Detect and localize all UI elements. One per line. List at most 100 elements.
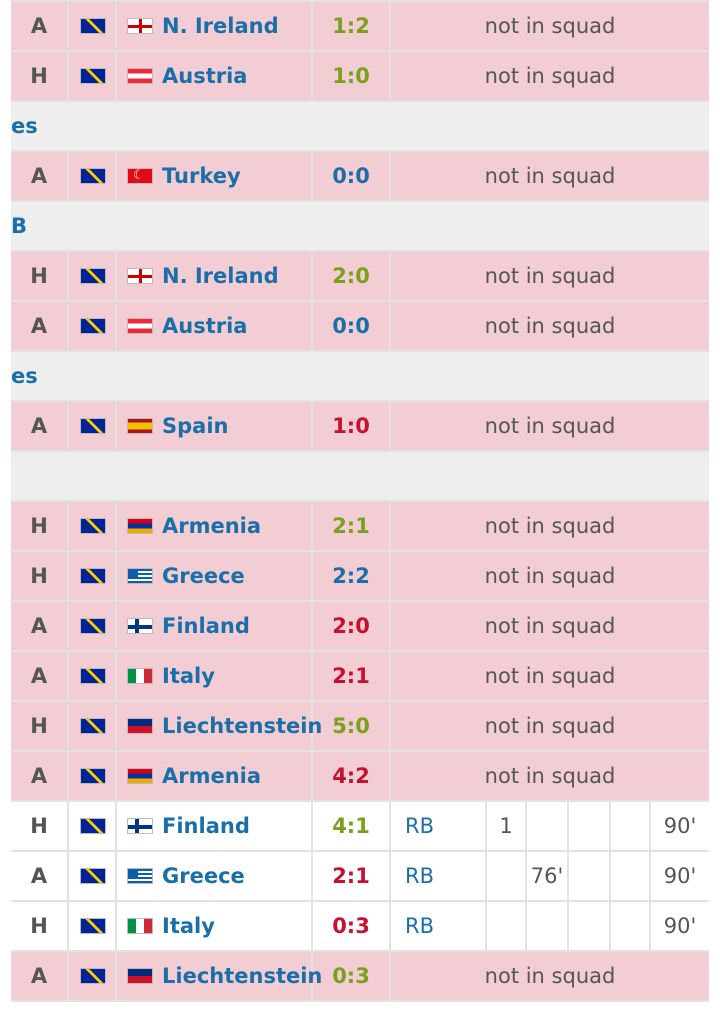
yellow-cards (569, 902, 611, 950)
opponent-link[interactable]: Liechtenstein (162, 714, 323, 738)
fin-flag-icon (127, 818, 153, 834)
result-link[interactable]: 0:0 (313, 152, 391, 200)
match-row: A Spain 1:0 not in squad (11, 402, 709, 452)
team-cell (69, 402, 117, 450)
result-link[interactable]: 0:3 (313, 952, 391, 1000)
team-cell (69, 952, 117, 1000)
competition-header: es (11, 102, 709, 152)
opponent-cell: Armenia (117, 752, 313, 800)
position[interactable]: RB (391, 902, 487, 950)
tur-flag-icon (127, 152, 153, 200)
squad-status: not in squad (484, 764, 616, 788)
result-link[interactable]: 1:2 (313, 2, 391, 50)
result-link[interactable]: 2:1 (313, 852, 391, 900)
bih-flag-icon (80, 968, 106, 984)
result-link[interactable]: 4:1 (313, 802, 391, 850)
opponent-link[interactable]: Austria (162, 64, 248, 88)
bih-flag-icon (80, 818, 106, 834)
result-link[interactable]: 2:1 (313, 502, 391, 550)
opponent-link[interactable]: Italy (162, 914, 215, 938)
goals (487, 852, 527, 900)
match-row: H Italy 0:3 RB 90' (11, 902, 709, 952)
opponent-link[interactable]: Greece (162, 564, 245, 588)
team-cell (69, 752, 117, 800)
result-link[interactable]: 2:0 (313, 252, 391, 300)
result-link[interactable]: 2:1 (313, 652, 391, 700)
result-link[interactable]: 2:2 (313, 552, 391, 600)
result-link[interactable]: 0:0 (313, 302, 391, 350)
opponent-link[interactable]: Armenia (162, 514, 262, 538)
squad-status: not in squad (484, 664, 616, 688)
result-link[interactable]: 5:0 (313, 702, 391, 750)
match-row: A Liechtenstein 0:3 not in squad (11, 952, 709, 1002)
arm-flag-icon (127, 518, 153, 534)
match-row: A Armenia 4:2 not in squad (11, 752, 709, 802)
match-row: A N. Ireland 1:2 not in squad (11, 2, 709, 52)
venue: A (11, 302, 69, 350)
lie-flag-icon (127, 968, 153, 984)
match-row: H Austria 1:0 not in squad (11, 52, 709, 102)
opponent-link[interactable]: Spain (162, 414, 229, 438)
competition-link[interactable]: es (11, 114, 38, 138)
position[interactable]: RB (391, 802, 487, 850)
competition-header: es (11, 352, 709, 402)
team-cell (69, 902, 117, 950)
venue: A (11, 852, 69, 900)
venue: A (11, 2, 69, 50)
bih-flag-icon (80, 268, 106, 284)
opponent-link[interactable]: Liechtenstein (162, 964, 323, 988)
bih-flag-icon (80, 318, 106, 334)
opponent-cell: Italy (117, 652, 313, 700)
yellow-cards (569, 852, 611, 900)
venue: H (11, 252, 69, 300)
position[interactable]: RB (391, 852, 487, 900)
venue: H (11, 52, 69, 100)
result-link[interactable]: 1:0 (313, 52, 391, 100)
opponent-cell: Liechtenstein (117, 702, 322, 750)
squad-status: not in squad (484, 514, 616, 538)
competition-link[interactable]: B (11, 214, 28, 238)
match-row: H Greece 2:2 not in squad (11, 552, 709, 602)
minutes-played: 90' (663, 914, 697, 938)
result-link[interactable]: 0:3 (313, 902, 391, 950)
arm-flag-icon (127, 768, 153, 784)
opponent-cell: Liechtenstein (117, 952, 322, 1000)
match-row: A Italy 2:1 not in squad (11, 652, 709, 702)
bih-flag-icon (80, 868, 106, 884)
opponent-link[interactable]: Italy (162, 664, 215, 688)
opponent-link[interactable]: N. Ireland (162, 264, 279, 288)
team-cell (69, 802, 117, 850)
bih-flag-icon (80, 668, 106, 684)
opponent-link[interactable]: Turkey (162, 164, 241, 188)
match-row: H N. Ireland 2:0 not in squad (11, 252, 709, 302)
goals (487, 902, 527, 950)
opponent-link[interactable]: Finland (162, 614, 250, 638)
nir-flag-icon (127, 18, 153, 34)
team-cell (69, 852, 117, 900)
opponent-link[interactable]: Greece (162, 864, 245, 888)
opponent-link[interactable]: N. Ireland (162, 14, 279, 38)
squad-status: not in squad (484, 164, 616, 188)
bih-flag-icon (80, 618, 106, 634)
opponent-cell: Italy (117, 902, 313, 950)
venue: H (11, 502, 69, 550)
squad-status: not in squad (484, 964, 616, 988)
opponent-cell: Turkey (117, 152, 313, 200)
result-link[interactable]: 4:2 (313, 752, 391, 800)
opponent-link[interactable]: Armenia (162, 764, 262, 788)
result-link[interactable]: 2:0 (313, 602, 391, 650)
match-row: A Greece 2:1 RB 76' 90' (11, 852, 709, 902)
bih-flag-icon (80, 168, 106, 184)
team-cell (69, 252, 117, 300)
opponent-cell: Austria (117, 52, 313, 100)
opponent-link[interactable]: Austria (162, 314, 248, 338)
opponent-link[interactable]: Finland (162, 814, 250, 838)
competition-link[interactable]: es (11, 364, 38, 388)
bih-flag-icon (80, 418, 106, 434)
result-link[interactable]: 1:0 (313, 402, 391, 450)
assists (527, 902, 569, 950)
lie-flag-icon (127, 718, 153, 734)
venue: A (11, 152, 69, 200)
bih-flag-icon (80, 568, 106, 584)
opponent-cell: Austria (117, 302, 313, 350)
